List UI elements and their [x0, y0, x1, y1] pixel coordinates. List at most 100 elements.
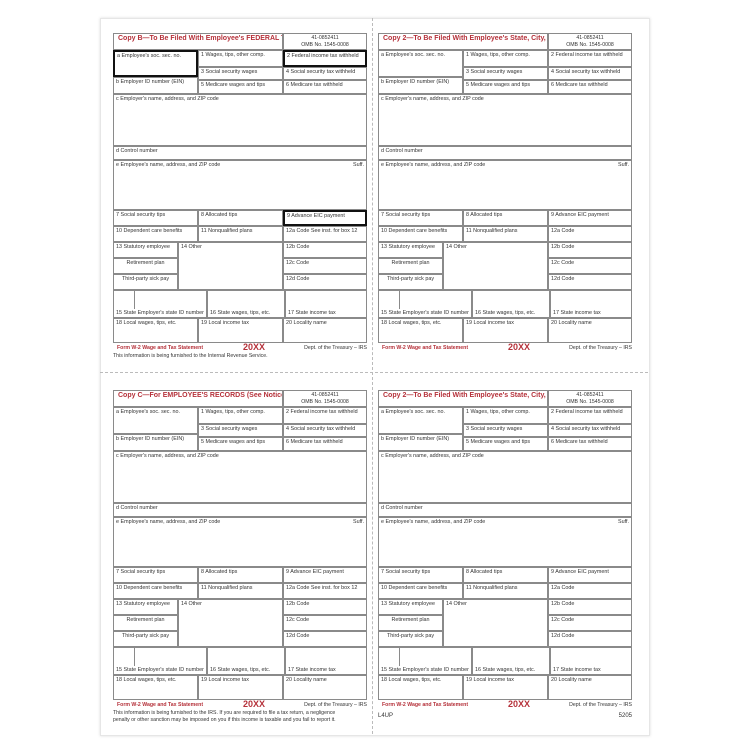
box-17[interactable]: 17 State income tax: [285, 290, 367, 318]
box-c[interactable]: c Employer's name, address, and ZIP code: [378, 451, 632, 503]
box-d[interactable]: d Control number: [378, 146, 632, 160]
box-18[interactable]: 18 Local wages, tips, etc.: [113, 675, 198, 700]
box-12d[interactable]: 12d Code: [283, 631, 367, 647]
box-11[interactable]: 11 Nonqualified plans: [463, 226, 548, 242]
box-16[interactable]: 16 State wages, tips, etc.: [472, 290, 550, 318]
box-12d[interactable]: 12d Code: [283, 274, 367, 290]
box-12d[interactable]: 12d Code: [548, 631, 632, 647]
box-12b[interactable]: 12b Code: [548, 242, 632, 258]
box-5[interactable]: 5 Medicare wages and tips: [463, 80, 548, 94]
box-12b[interactable]: 12b Code: [548, 599, 632, 615]
box-1[interactable]: 1 Wages, tips, other comp.: [463, 50, 548, 67]
box-15[interactable]: 15 State Employer's state ID number: [113, 647, 207, 675]
box-14[interactable]: 14 Other: [443, 599, 548, 647]
box-17[interactable]: 17 State income tax: [550, 290, 632, 318]
box-7[interactable]: 7 Social security tips: [113, 567, 198, 583]
box-19[interactable]: 19 Local income tax: [463, 675, 548, 700]
box-3[interactable]: 3 Social security wages: [198, 67, 283, 80]
box-ret[interactable]: Retirement plan: [113, 615, 178, 631]
box-7[interactable]: 7 Social security tips: [113, 210, 198, 226]
box-13[interactable]: 13 Statutory employee: [378, 599, 443, 615]
box-d[interactable]: d Control number: [113, 146, 367, 160]
box-4[interactable]: 4 Social security tax withheld: [283, 424, 367, 437]
box-a[interactable]: a Employee's soc. sec. no.: [113, 407, 198, 434]
box-5[interactable]: 5 Medicare wages and tips: [198, 80, 283, 94]
box-12c[interactable]: 12c Code: [283, 615, 367, 631]
box-11[interactable]: 11 Nonqualified plans: [198, 583, 283, 599]
box-8[interactable]: 8 Allocated tips: [198, 210, 283, 226]
box-ret[interactable]: Retirement plan: [378, 615, 443, 631]
box-2[interactable]: 2 Federal income tax withheld: [283, 407, 367, 424]
box-13[interactable]: 13 Statutory employee: [378, 242, 443, 258]
box-12a[interactable]: 12a Code: [548, 226, 632, 242]
box-5[interactable]: 5 Medicare wages and tips: [463, 437, 548, 451]
box-19[interactable]: 19 Local income tax: [463, 318, 548, 343]
box-14[interactable]: 14 Other: [178, 242, 283, 290]
box-d[interactable]: d Control number: [113, 503, 367, 517]
box-12b[interactable]: 12b Code: [283, 242, 367, 258]
box-15[interactable]: 15 State Employer's state ID number: [113, 290, 207, 318]
box-17[interactable]: 17 State income tax: [550, 647, 632, 675]
box-7[interactable]: 7 Social security tips: [378, 567, 463, 583]
box-12d[interactable]: 12d Code: [548, 274, 632, 290]
box-6[interactable]: 6 Medicare tax withheld: [548, 437, 632, 451]
box-6[interactable]: 6 Medicare tax withheld: [283, 437, 367, 451]
box-16[interactable]: 16 State wages, tips, etc.: [472, 647, 550, 675]
box-20[interactable]: 20 Locality name: [548, 675, 632, 700]
box-2[interactable]: 2 Federal income tax withheld: [548, 407, 632, 424]
box-a[interactable]: a Employee's soc. sec. no.: [378, 50, 463, 77]
box-b[interactable]: b Employer ID number (EIN): [378, 77, 463, 94]
box-a[interactable]: a Employee's soc. sec. no.: [113, 50, 198, 77]
box-4[interactable]: 4 Social security tax withheld: [283, 67, 367, 80]
box-9[interactable]: 9 Advance EIC payment: [548, 210, 632, 226]
box-third[interactable]: Third-party sick pay: [113, 631, 178, 647]
box-c[interactable]: c Employer's name, address, and ZIP code: [378, 94, 632, 146]
box-third[interactable]: Third-party sick pay: [378, 631, 443, 647]
box-b[interactable]: b Employer ID number (EIN): [113, 77, 198, 94]
box-7[interactable]: 7 Social security tips: [378, 210, 463, 226]
box-19[interactable]: 19 Local income tax: [198, 318, 283, 343]
box-14[interactable]: 14 Other: [443, 242, 548, 290]
box-12a[interactable]: 12a Code See inst. for box 12: [283, 583, 367, 599]
box-2[interactable]: 2 Federal income tax withheld: [283, 50, 367, 67]
box-ret[interactable]: Retirement plan: [113, 258, 178, 274]
box-16[interactable]: 16 State wages, tips, etc.: [207, 290, 285, 318]
box-2[interactable]: 2 Federal income tax withheld: [548, 50, 632, 67]
box-1[interactable]: 1 Wages, tips, other comp.: [198, 407, 283, 424]
box-12c[interactable]: 12c Code: [283, 258, 367, 274]
box-9[interactable]: 9 Advance EIC payment: [548, 567, 632, 583]
box-17[interactable]: 17 State income tax: [285, 647, 367, 675]
box-c[interactable]: c Employer's name, address, and ZIP code: [113, 94, 367, 146]
box-1[interactable]: 1 Wages, tips, other comp.: [198, 50, 283, 67]
box-3[interactable]: 3 Social security wages: [463, 67, 548, 80]
box-8[interactable]: 8 Allocated tips: [463, 567, 548, 583]
box-18[interactable]: 18 Local wages, tips, etc.: [378, 318, 463, 343]
box-20[interactable]: 20 Locality name: [283, 318, 367, 343]
box-12b[interactable]: 12b Code: [283, 599, 367, 615]
box-e[interactable]: e Employee's name, address, and ZIP code…: [113, 160, 367, 210]
box-20[interactable]: 20 Locality name: [548, 318, 632, 343]
box-15[interactable]: 15 State Employer's state ID number: [378, 290, 472, 318]
box-20[interactable]: 20 Locality name: [283, 675, 367, 700]
box-4[interactable]: 4 Social security tax withheld: [548, 67, 632, 80]
box-18[interactable]: 18 Local wages, tips, etc.: [113, 318, 198, 343]
box-b[interactable]: b Employer ID number (EIN): [113, 434, 198, 451]
box-8[interactable]: 8 Allocated tips: [463, 210, 548, 226]
box-9[interactable]: 9 Advance EIC payment: [283, 210, 367, 226]
box-6[interactable]: 6 Medicare tax withheld: [283, 80, 367, 94]
box-c[interactable]: c Employer's name, address, and ZIP code: [113, 451, 367, 503]
box-16[interactable]: 16 State wages, tips, etc.: [207, 647, 285, 675]
box-third[interactable]: Third-party sick pay: [113, 274, 178, 290]
box-d[interactable]: d Control number: [378, 503, 632, 517]
box-15[interactable]: 15 State Employer's state ID number: [378, 647, 472, 675]
box-10[interactable]: 10 Dependent care benefits: [378, 226, 463, 242]
box-10[interactable]: 10 Dependent care benefits: [378, 583, 463, 599]
box-18[interactable]: 18 Local wages, tips, etc.: [378, 675, 463, 700]
box-3[interactable]: 3 Social security wages: [463, 424, 548, 437]
box-ret[interactable]: Retirement plan: [378, 258, 443, 274]
box-12c[interactable]: 12c Code: [548, 258, 632, 274]
box-13[interactable]: 13 Statutory employee: [113, 242, 178, 258]
box-14[interactable]: 14 Other: [178, 599, 283, 647]
box-10[interactable]: 10 Dependent care benefits: [113, 226, 198, 242]
box-4[interactable]: 4 Social security tax withheld: [548, 424, 632, 437]
